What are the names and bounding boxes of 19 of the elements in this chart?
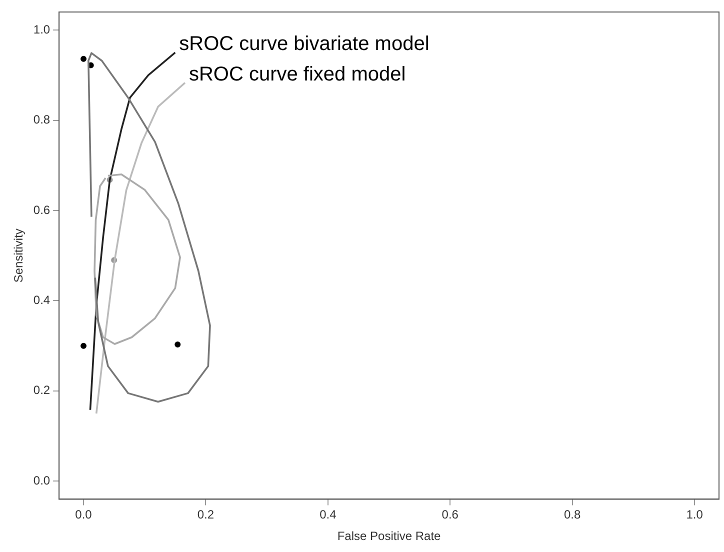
- y-tick-label: 0.6: [33, 202, 50, 217]
- x-tick-label: 0.6: [442, 508, 459, 522]
- y-tick-label: 0.4: [33, 293, 50, 308]
- x-tick-label: 0.4: [320, 508, 337, 522]
- x-tick-label: 0.8: [564, 508, 582, 522]
- series-label: sROC curve fixed model: [188, 63, 406, 86]
- x-axis-title: False Positive Rate: [337, 529, 442, 544]
- y-tick-label: 0.8: [33, 112, 50, 127]
- y-tick-label: 0.2: [33, 383, 50, 398]
- point: [80, 342, 87, 349]
- y-axis-title: Sensitivity: [12, 228, 26, 283]
- x-tick-label: 0.2: [197, 508, 214, 522]
- point: [174, 341, 181, 348]
- y-tick-label: 0.0: [33, 473, 50, 488]
- series-label: sROC curve bivariate model: [179, 33, 430, 56]
- x-tick-label: 0.0: [75, 508, 92, 522]
- point: [80, 56, 87, 62]
- y-tick-label: 1.0: [33, 22, 50, 36]
- x-tick-label: 1.0: [686, 508, 704, 522]
